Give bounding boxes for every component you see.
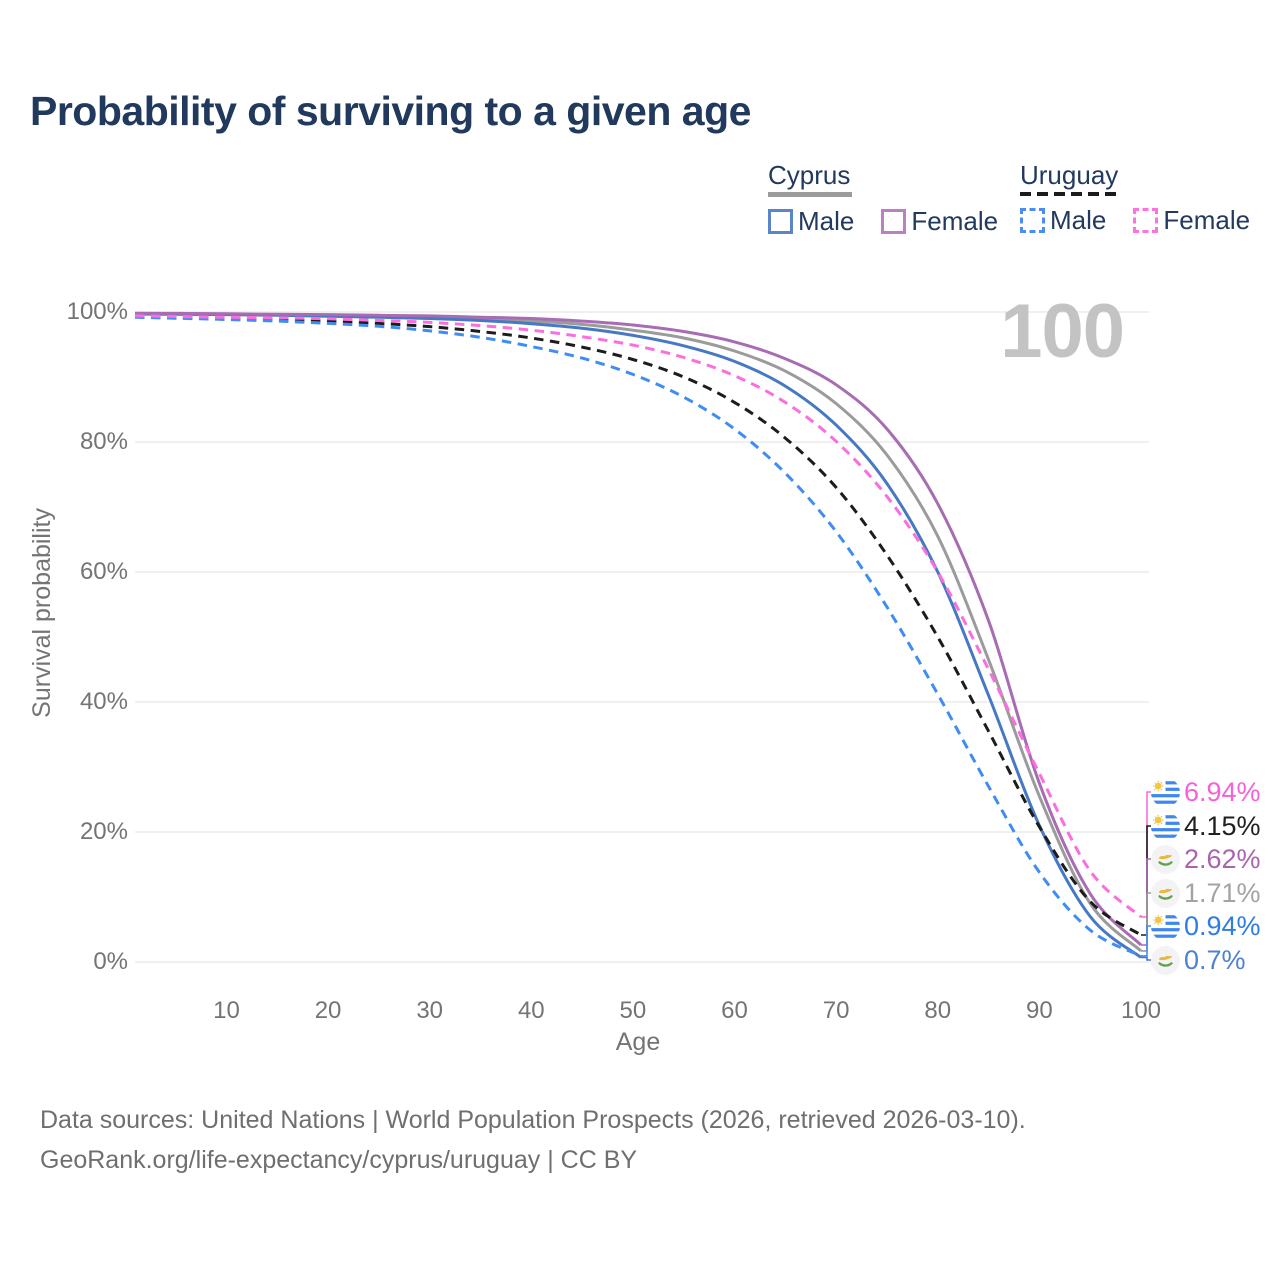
- x-tick-label: 40: [517, 997, 545, 1024]
- leader-line-uruguay_all: [1141, 825, 1151, 936]
- end-label-value: 0.7%: [1184, 944, 1246, 975]
- survival-curve-cyprus_female[interactable]: [134, 311, 1143, 947]
- legend-group-uruguay: Uruguay Male Female: [1020, 162, 1277, 236]
- uruguay-flag-icon: [1151, 811, 1180, 841]
- end-label-value: 1.71%: [1184, 877, 1261, 908]
- leader-line-cyprus_all: [1141, 892, 1151, 952]
- legend-item-uruguay-male[interactable]: Male: [1020, 205, 1106, 236]
- y-tick-label: 0%: [93, 948, 128, 975]
- legend-group-title-uruguay[interactable]: Uruguay: [1020, 160, 1119, 190]
- end-label-row-cyprus_all: 1.71%: [1151, 878, 1261, 908]
- legend-item-cyprus-female[interactable]: Female: [881, 206, 998, 237]
- cyprus-flag-icon: [1151, 945, 1180, 975]
- end-label-row-uruguay_male: 0.94%: [1151, 911, 1261, 941]
- attribution-line: GeoRank.org/life-expectancy/cyprus/urugu…: [40, 1146, 638, 1174]
- x-axis-ticks: 10 20 30 40 50 60 70 80 90 100: [0, 997, 1280, 1027]
- x-tick-label: 80: [924, 997, 952, 1024]
- legend-item-cyprus-male[interactable]: Male: [768, 206, 854, 237]
- cyprus-flag-icon: [1151, 878, 1180, 908]
- cyprus-flag-icon: [1151, 844, 1180, 874]
- legend-group-title-cyprus[interactable]: Cyprus: [768, 160, 851, 190]
- end-label-value: 0.94%: [1184, 910, 1261, 941]
- x-tick-label: 20: [314, 997, 342, 1024]
- page-title: Probability of surviving to a given age: [30, 88, 751, 134]
- y-tick-label: 80%: [79, 428, 128, 455]
- leader-line-uruguay_female: [1141, 791, 1151, 918]
- end-label-value: 4.15%: [1184, 810, 1261, 841]
- end-label-row-uruguay_all: 4.15%: [1151, 811, 1261, 841]
- legend-group-cyprus: Cyprus Male Female: [768, 162, 1025, 237]
- x-tick-label: 30: [416, 997, 444, 1024]
- survival-curve-cyprus_all[interactable]: [134, 312, 1143, 953]
- y-tick-label: 100%: [66, 298, 128, 325]
- data-sources-line: Data sources: United Nations | World Pop…: [40, 1106, 1026, 1134]
- survival-curve-uruguay_female[interactable]: [134, 314, 1143, 919]
- y-axis-title: Survival probability: [28, 508, 56, 718]
- end-label-row-cyprus_female: 2.62%: [1151, 844, 1261, 874]
- legend-swatch[interactable]: [1133, 208, 1159, 233]
- x-tick-label: 100: [1120, 997, 1162, 1024]
- y-tick-label: 60%: [79, 558, 128, 585]
- legend-item-label: Female: [911, 206, 999, 236]
- legend-swatch[interactable]: [1020, 208, 1045, 233]
- x-axis-title: Age: [615, 1028, 661, 1056]
- legend-dashed-line-sample: [1020, 192, 1120, 196]
- legend-item-label: Male: [1050, 205, 1107, 235]
- legend: Cyprus Male Female Uruguay Male Female: [768, 162, 1280, 240]
- leader-line-cyprus_male: [1141, 956, 1151, 961]
- survival-curve-uruguay_male[interactable]: [134, 315, 1142, 958]
- x-tick-label: 90: [1026, 997, 1053, 1024]
- end-label-row-uruguay_female: 6.94%: [1151, 777, 1261, 807]
- y-tick-label: 40%: [79, 688, 128, 715]
- legend-item-label: Male: [798, 206, 855, 236]
- legend-solid-line-sample: [768, 192, 852, 197]
- leader-line-uruguay_male: [1141, 925, 1151, 957]
- uruguay-flag-icon: [1151, 777, 1180, 807]
- y-tick-label: 20%: [79, 818, 128, 845]
- legend-swatch[interactable]: [881, 209, 907, 234]
- x-tick-label: 70: [822, 997, 850, 1024]
- hover-age-watermark: 100: [1000, 289, 1125, 374]
- x-tick-label: 10: [213, 997, 240, 1024]
- survival-curve-cyprus_male[interactable]: [134, 312, 1142, 959]
- legend-swatch[interactable]: [768, 209, 793, 234]
- legend-item-label: Female: [1163, 205, 1251, 235]
- end-label-row-cyprus_male: 0.7%: [1151, 945, 1246, 975]
- legend-item-uruguay-female[interactable]: Female: [1133, 205, 1250, 236]
- end-label-value: 2.62%: [1184, 843, 1261, 874]
- x-tick-label: 60: [721, 997, 748, 1024]
- uruguay-flag-icon: [1151, 911, 1180, 941]
- end-label-value: 6.94%: [1184, 776, 1261, 807]
- survival-curve-uruguay_all[interactable]: [134, 315, 1142, 937]
- x-tick-label: 50: [619, 997, 647, 1024]
- leader-line-cyprus_female: [1141, 858, 1151, 946]
